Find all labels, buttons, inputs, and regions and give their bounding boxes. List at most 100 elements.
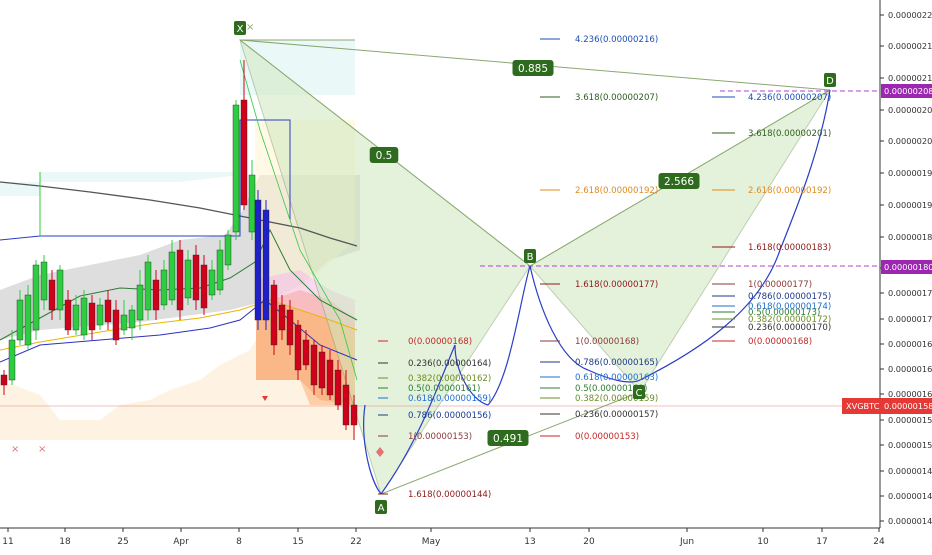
pattern-point-b: B (524, 249, 536, 263)
fib-levels: 4.236(0.00000216) 3.618(0.00000207) 2.618(… (378, 35, 831, 500)
ratio-marker: 2.566 (658, 173, 700, 189)
svg-text:×: × (11, 444, 19, 455)
candle (168, 240, 176, 305)
x-tick-label: 20 (583, 537, 595, 547)
x-tick-label: 25 (117, 537, 128, 547)
candle (8, 330, 16, 385)
x-tick-label: 13 (524, 537, 535, 547)
fib-label: 0.382(0.00000172) (748, 315, 831, 325)
candle (208, 260, 216, 300)
pattern-point-label: A (378, 503, 385, 514)
candle (302, 330, 310, 370)
candle (176, 240, 184, 320)
fib-level: 0.236(0.00000164) (378, 359, 491, 369)
y-tick-label: 0.00000185 (888, 232, 932, 242)
x-tick-label: 24 (873, 537, 885, 547)
candle (120, 300, 128, 335)
fib-label: 3.618(0.00000207) (575, 93, 658, 103)
ratio-label: 2.566 (664, 176, 694, 188)
ratio-marker: 0.491 (487, 430, 529, 446)
fib-level: 0.618(0.00000159) (378, 394, 491, 404)
ratio-label: 0.5 (376, 150, 393, 162)
ratio-label: 0.885 (518, 63, 548, 75)
y-tick-label: 0.00000148 (888, 466, 932, 476)
fib-level: 0.786(0.00000156) (378, 411, 491, 421)
candle (334, 360, 342, 410)
candle (80, 290, 88, 340)
y-tick-label: 0.00000215 (888, 41, 932, 51)
candle (254, 190, 262, 330)
candle (192, 245, 200, 310)
fib-label: 1.618(0.00000144) (408, 490, 491, 500)
candle (184, 250, 192, 305)
candle (96, 298, 104, 330)
pattern-point-label: D (826, 76, 834, 87)
fib-level: 0.5(0.00000173) (712, 308, 820, 318)
candle (24, 285, 32, 350)
candle (342, 370, 350, 430)
pattern-point-label: C (636, 388, 643, 399)
fib-level: 0.382(0.00000162) (378, 374, 491, 384)
x-tick-label: 15 (292, 537, 303, 547)
candle (200, 255, 208, 315)
fib-label: 0.5(0.00000161) (408, 384, 480, 394)
candle (40, 255, 48, 310)
pattern-point-a: A (375, 500, 387, 514)
fib-level: 0.236(0.00000170) (712, 323, 831, 333)
candle (232, 100, 240, 240)
ratio-marker: 0.5 (369, 147, 399, 163)
svg-text:×: × (38, 444, 46, 455)
fib-level: 0.618(0.00000174) (712, 302, 831, 312)
pattern-point-c: C (633, 385, 645, 399)
fib-level: 1(0.00000177) (712, 280, 812, 290)
fib-level: 0(0.00000168) (712, 337, 812, 347)
fib-level: 0.786(0.00000175) (712, 292, 831, 302)
fib-level: 4.236(0.00000216) (540, 35, 658, 45)
fib-level: 0.786(0.00000165) (540, 358, 658, 368)
fib-label: 0.382(0.00000162) (408, 374, 491, 384)
ratio-label: 0.491 (493, 433, 523, 445)
candle (48, 270, 56, 320)
candle (104, 290, 112, 330)
fib-label: 2.618(0.00000192) (748, 186, 831, 196)
fib-level: 0.236(0.00000157) (540, 410, 658, 420)
candle (224, 230, 232, 270)
fib-level: 1.618(0.00000144) (378, 490, 491, 500)
y-tick-label: 0.00000156 (888, 415, 932, 425)
fib-level: 1(0.00000153) (378, 432, 472, 442)
candle (278, 295, 286, 340)
fib-label: 0.786(0.00000175) (748, 292, 831, 302)
last-price-tag: XVGBTC 0.00000158 (842, 398, 932, 414)
fib-label: 0.236(0.00000157) (575, 410, 658, 420)
candle (64, 290, 72, 335)
y-tick-label: 0.00000164 (888, 364, 932, 374)
price-marker-label: 0.00000208 (884, 86, 932, 96)
fib-label: 0.618(0.00000174) (748, 302, 831, 312)
fib-label: 0.5(0.00000173) (748, 308, 820, 318)
candle (0, 370, 8, 395)
fib-level: 0.382(0.00000172) (712, 315, 831, 325)
candle (286, 300, 294, 355)
candle (350, 395, 358, 440)
y-tick-label: 0.00000172 (888, 314, 932, 324)
fib-label: 0.618(0.00000159) (408, 394, 491, 404)
x-tick-label: 8 (236, 537, 242, 547)
fib-level: 4.236(0.00000207) (712, 93, 831, 103)
fib-label: 0.236(0.00000164) (408, 359, 491, 369)
candle (262, 200, 270, 330)
fib-label: 0.786(0.00000156) (408, 411, 491, 421)
fib-label: 0.618(0.00000163) (575, 373, 658, 383)
price-marker: 0.00000208 (881, 84, 932, 98)
fib-level: 1.618(0.00000177) (540, 280, 658, 290)
fib-label: 1.618(0.00000177) (575, 280, 658, 290)
fib-label: 2.618(0.00000192) (575, 186, 658, 196)
candle (144, 255, 152, 320)
candle (72, 295, 80, 335)
